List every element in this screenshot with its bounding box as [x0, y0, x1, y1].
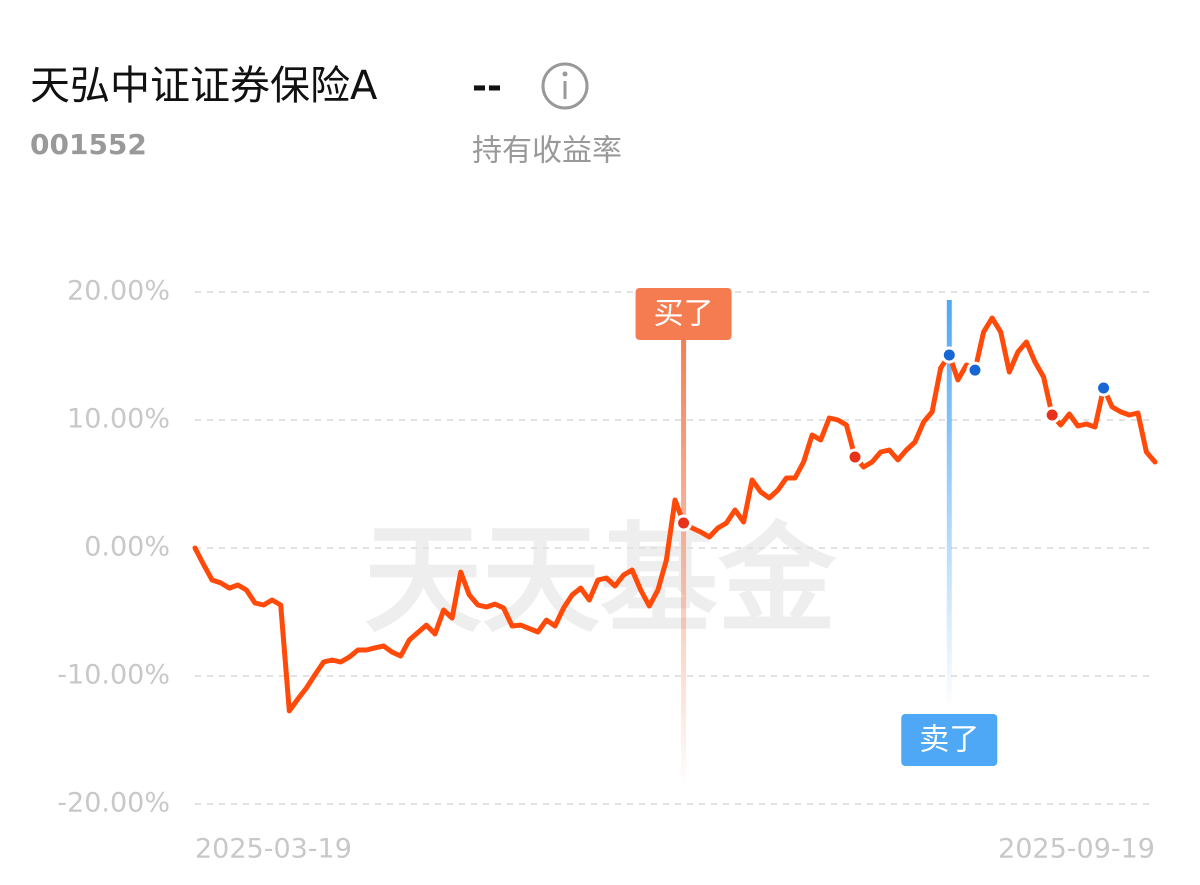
buy-dot	[1043, 406, 1061, 424]
series-line	[192, 315, 1158, 714]
annotation-line	[946, 300, 952, 710]
title: 天弘中证证券保险A	[30, 63, 378, 109]
fund-code: 001552	[30, 128, 147, 161]
annotation-box	[901, 714, 998, 766]
sell-dot	[1095, 379, 1113, 397]
annotation-box	[635, 288, 732, 340]
annotation-line	[681, 330, 687, 790]
value: --	[472, 66, 502, 107]
metric-label: 持有收益率	[472, 134, 622, 169]
y-tick-label: 10.00%	[67, 404, 170, 435]
sell-dot	[940, 346, 958, 364]
annotation-label: 卖了	[919, 723, 979, 758]
y-tick-label: -10.00%	[57, 660, 170, 691]
y-tick-label: 20.00%	[67, 276, 170, 307]
sell-dot	[966, 361, 984, 379]
buy-dot	[846, 448, 864, 466]
x-tick-label: 2025-09-19	[998, 834, 1155, 865]
y-tick-label: 0.00%	[84, 532, 170, 563]
annotation-label: 买了	[654, 297, 714, 332]
y-tick-label: -20.00%	[57, 788, 170, 819]
x-tick-label: 2025-03-19	[195, 834, 352, 865]
buy-dot	[675, 514, 693, 532]
info-icon[interactable]	[541, 62, 589, 110]
